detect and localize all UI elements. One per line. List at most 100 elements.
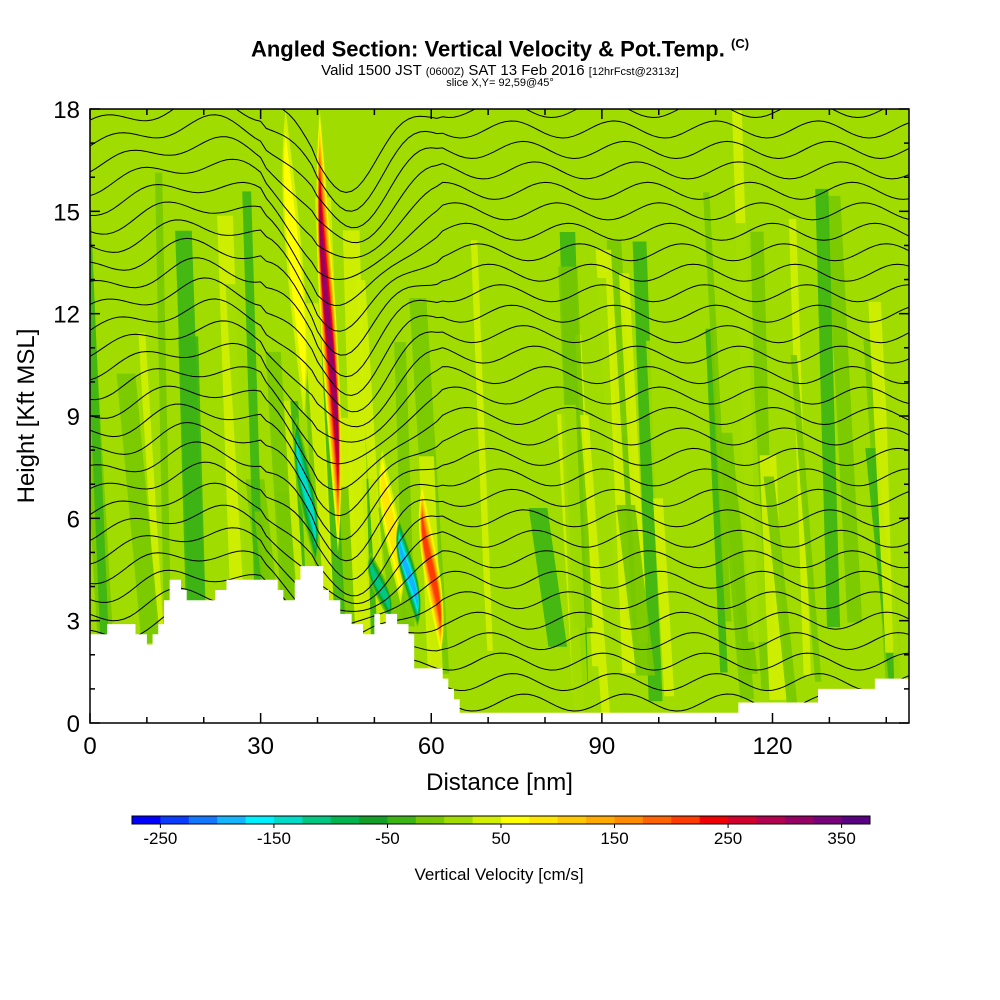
colorbar-swatch	[330, 816, 360, 824]
forecast-info: [12hrFcst@2313z]	[588, 66, 679, 78]
velocity-streak	[703, 192, 732, 622]
x-tick-label: 0	[83, 733, 96, 760]
velocity-streak	[116, 373, 161, 643]
velocity-streak	[138, 332, 168, 699]
velocity-streak	[528, 508, 568, 647]
velocity-streak	[790, 354, 822, 682]
velocity-field	[90, 109, 909, 723]
velocity-streak	[759, 455, 787, 700]
colorbar-tick-label: 150	[600, 829, 628, 848]
theta-contour-line	[90, 201, 909, 307]
theta-contour-line	[90, 298, 909, 413]
colorbar-swatch	[444, 816, 474, 824]
colorbar-swatch	[359, 816, 388, 824]
theta-contour-line	[90, 461, 909, 581]
velocity-streak	[225, 284, 262, 635]
theta-contour-line	[90, 136, 909, 244]
theta-contour-line	[90, 366, 909, 465]
updraft-core	[381, 467, 402, 587]
y-tick-label: 3	[67, 609, 80, 636]
y-axis-title: Height [Kft MSL]	[13, 329, 40, 504]
chart-title-text: Angled Section: Vertical Velocity & Pot.…	[250, 36, 725, 62]
theta-contour-line	[90, 277, 909, 397]
velocity-streak	[616, 505, 656, 676]
valid-zulu: (0600Z)	[425, 66, 465, 78]
colorbar-tick-label: 50	[492, 829, 511, 848]
chart-title: Angled Section: Vertical Velocity & Pot.…	[0, 36, 1000, 62]
downdraft-core	[370, 562, 390, 611]
slice-info: slice X,Y= 92,59@45°	[446, 77, 554, 89]
terrain-mask	[90, 566, 909, 723]
theta-contour-line	[90, 504, 909, 605]
colorbar-tick-label: 350	[827, 829, 855, 848]
colorbar-swatch	[273, 816, 303, 824]
colorbar-swatch	[586, 816, 616, 824]
velocity-streak	[815, 188, 841, 628]
velocity-streak	[595, 277, 624, 711]
theta-contour-line	[90, 550, 909, 627]
theta-contours	[90, 109, 909, 718]
colorbar-swatch	[642, 816, 672, 824]
velocity-streak	[470, 240, 493, 651]
theta-contour-line	[90, 482, 909, 597]
theta-contour-line	[90, 527, 909, 612]
colorbar-swatch	[784, 816, 814, 824]
colorbar-swatch	[557, 816, 587, 824]
velocity-streak	[653, 498, 675, 697]
updraft-core	[283, 132, 306, 393]
x-tick-label: 60	[418, 733, 445, 760]
colorbar-swatch	[387, 816, 417, 824]
velocity-streak	[265, 351, 298, 628]
colorbar-swatch	[472, 816, 502, 824]
colorbar-swatch	[529, 816, 559, 824]
colorbar-swatch	[756, 816, 786, 824]
velocity-streak	[763, 476, 800, 723]
y-tick-label: 0	[67, 711, 80, 738]
downdraft-core	[398, 537, 419, 609]
colorbar-swatch	[217, 816, 247, 824]
colorbar-swatch	[160, 816, 190, 824]
velocity-streak	[618, 273, 649, 643]
valid-prefix: Valid 1500 JST	[321, 62, 422, 79]
x-tick-label: 120	[752, 733, 792, 760]
colorbar-swatch	[245, 816, 275, 824]
colorbar-tick-label: -250	[143, 829, 177, 848]
y-tick-label: 12	[53, 302, 80, 329]
theta-contour-line	[90, 158, 909, 259]
x-axis-title: Distance [nm]	[426, 769, 573, 796]
y-tick-label: 6	[67, 506, 80, 533]
colorbar-swatch	[415, 816, 445, 824]
velocity-streak	[632, 241, 663, 702]
colorbar-swatch	[501, 816, 530, 824]
theta-contour-line	[90, 109, 909, 212]
velocity-streak	[674, 407, 702, 654]
chart-subtitle: Valid 1500 JST (0600Z) SAT 13 Feb 2016 […	[0, 62, 1000, 79]
valid-date: SAT 13 Feb 2016	[468, 62, 585, 79]
colorbar-swatch	[188, 816, 218, 824]
colorbar-swatch	[302, 816, 332, 824]
velocity-streak	[725, 223, 768, 642]
x-tick-label: 90	[589, 733, 616, 760]
colorbar-swatch	[614, 816, 644, 824]
colorbar-swatch	[132, 816, 161, 824]
colorbar-swatch	[813, 816, 843, 824]
velocity-streak	[825, 195, 863, 623]
y-tick-label: 18	[53, 97, 80, 124]
colorbar-tick-label: -150	[257, 829, 291, 848]
y-tick-label: 15	[53, 199, 80, 226]
theta-contour-line	[90, 421, 909, 540]
velocity-streak	[154, 172, 173, 694]
velocity-streak	[580, 415, 611, 719]
velocity-streak	[90, 236, 114, 639]
colorbar-title: Vertical Velocity [cm/s]	[414, 865, 583, 884]
theta-contour-line	[90, 237, 909, 356]
theta-contour-line	[90, 385, 909, 491]
colorbar-swatch	[699, 816, 729, 824]
theta-contour-line	[90, 219, 909, 332]
colorbar-tick-label: -50	[375, 829, 400, 848]
chart-title-unit: (C)	[731, 36, 750, 51]
colorbar: -250 -150 -50 50 150 250 350 Vertical Velocity …	[131, 815, 871, 884]
tick-marks	[89, 108, 909, 724]
theta-contour-line	[90, 257, 909, 378]
